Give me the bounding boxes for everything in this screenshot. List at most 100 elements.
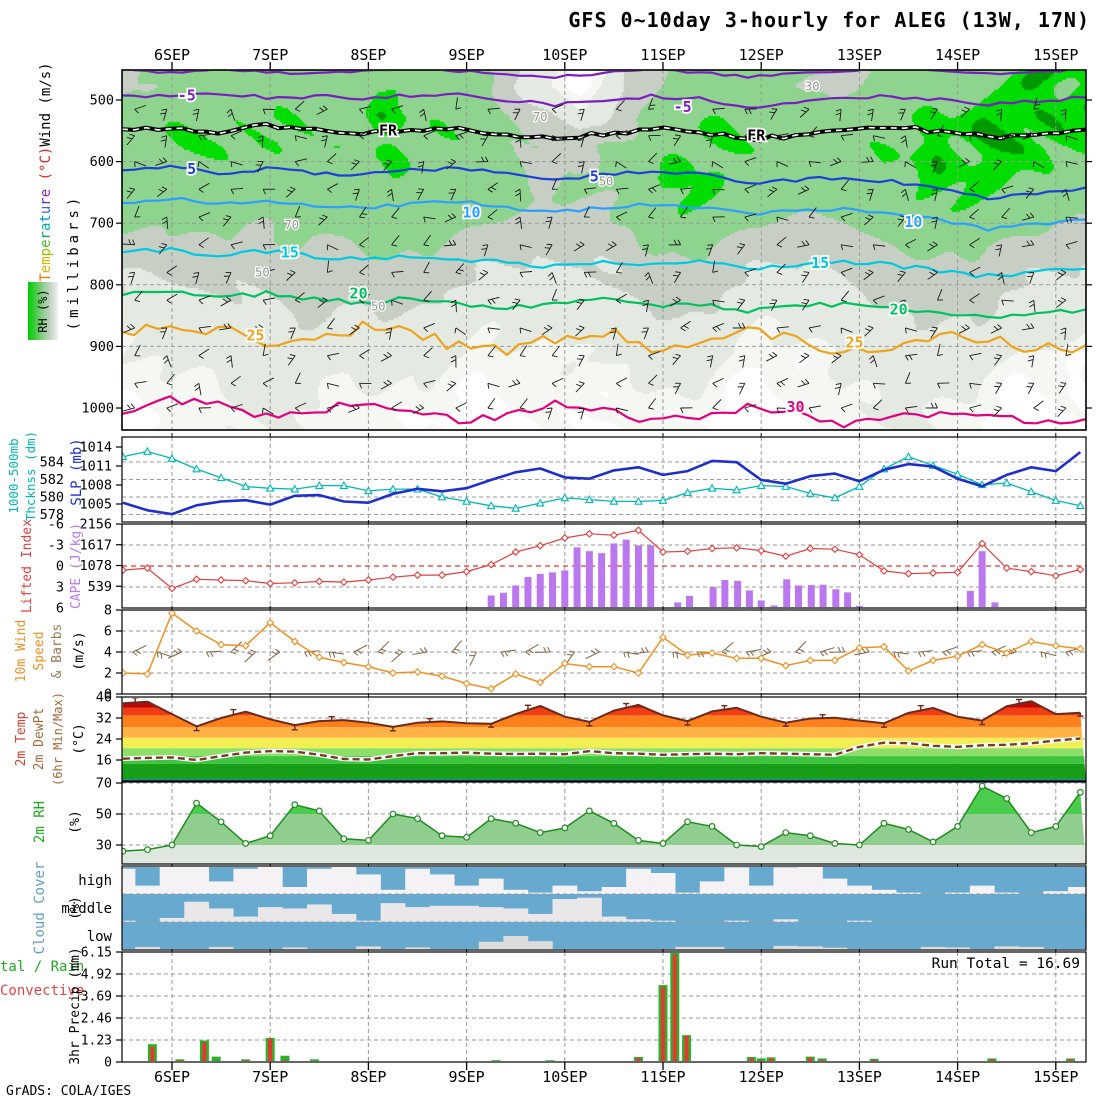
svg-text:1.23: 1.23 <box>81 1034 112 1049</box>
rh-legend-chip <box>28 282 58 340</box>
svg-text:11SEP: 11SEP <box>640 46 685 64</box>
page-title: GFS 0~10day 3-hourly for ALEG (13W, 17N) <box>568 8 1090 32</box>
grads-credit: GrADS: COLA/IGES <box>6 1084 132 1099</box>
svg-text:32: 32 <box>96 711 112 727</box>
temp2m-units: (°C) <box>72 723 87 755</box>
precip-legend-total: tal / Rain <box>0 959 85 975</box>
svg-text:5: 5 <box>187 160 196 178</box>
svg-text:584: 584 <box>40 455 64 471</box>
svg-text:6SEP: 6SEP <box>154 46 190 64</box>
svg-text:50: 50 <box>96 807 112 823</box>
svg-text:1011: 1011 <box>79 458 112 474</box>
svg-text:FR: FR <box>379 121 398 139</box>
svg-text:30: 30 <box>787 398 805 416</box>
svg-text:16: 16 <box>96 753 112 769</box>
svg-text:6: 6 <box>104 624 112 640</box>
svg-text:50: 50 <box>255 265 269 279</box>
svg-text:700: 700 <box>90 216 114 232</box>
svg-text:15: 15 <box>281 243 299 261</box>
lifted-index-label: Lifted Index <box>20 519 35 613</box>
svg-text:14SEP: 14SEP <box>935 46 980 64</box>
svg-text:800: 800 <box>90 277 114 293</box>
svg-text:14SEP: 14SEP <box>935 1068 980 1086</box>
svg-text:1005: 1005 <box>79 496 112 512</box>
svg-text:582: 582 <box>40 472 64 488</box>
svg-text:578: 578 <box>40 507 64 523</box>
svg-text:6.15: 6.15 <box>81 946 112 961</box>
svg-text:13SEP: 13SEP <box>837 1068 882 1086</box>
wind10m-label-2: Speed <box>32 631 47 671</box>
temperature-label: Temperature <box>38 188 54 282</box>
svg-text:-5: -5 <box>178 86 196 104</box>
svg-text:-6: -6 <box>48 517 64 533</box>
cape-label: CAPE (J/kg) <box>69 522 84 610</box>
svg-text:8SEP: 8SEP <box>350 1068 386 1086</box>
svg-text:580: 580 <box>40 490 64 506</box>
svg-text:9SEP: 9SEP <box>449 1068 485 1086</box>
svg-text:25: 25 <box>845 333 863 351</box>
svg-text:5: 5 <box>590 168 599 186</box>
svg-text:20: 20 <box>890 301 908 319</box>
degc-label: (°C) <box>38 146 54 189</box>
svg-text:9SEP: 9SEP <box>449 46 485 64</box>
svg-text:0: 0 <box>104 687 112 703</box>
svg-text:7SEP: 7SEP <box>252 1068 288 1086</box>
svg-text:2156: 2156 <box>79 517 112 533</box>
svg-text:6: 6 <box>56 601 64 617</box>
svg-text:13SEP: 13SEP <box>837 46 882 64</box>
svg-text:6SEP: 6SEP <box>154 1068 190 1086</box>
svg-text:2: 2 <box>104 666 112 682</box>
svg-text:0: 0 <box>104 1056 112 1071</box>
svg-text:3.69: 3.69 <box>81 990 112 1005</box>
svg-text:12SEP: 12SEP <box>739 1068 784 1086</box>
svg-text:10SEP: 10SEP <box>542 46 587 64</box>
svg-text:7SEP: 7SEP <box>252 46 288 64</box>
svg-text:70: 70 <box>533 110 547 124</box>
svg-text:1008: 1008 <box>79 477 112 493</box>
svg-text:2.46: 2.46 <box>81 1012 112 1027</box>
svg-text:4.92: 4.92 <box>81 968 112 983</box>
svg-text:-5: -5 <box>674 98 692 116</box>
temp2m-label-3: (6hr Min/Max) <box>51 692 65 786</box>
svg-text:1617: 1617 <box>79 537 112 553</box>
svg-text:539: 539 <box>88 579 112 595</box>
slp-label: SLP (mb) <box>69 438 85 506</box>
svg-text:25: 25 <box>246 327 264 345</box>
upper-axis-label: Temperature (°C)Wind (m/s) <box>37 52 55 292</box>
svg-text:1014: 1014 <box>79 440 112 456</box>
svg-text:500: 500 <box>90 93 114 109</box>
svg-text:70: 70 <box>285 218 299 232</box>
cloud-row-low: low <box>86 929 112 945</box>
svg-text:15SEP: 15SEP <box>1033 46 1078 64</box>
wind10m-label-1: 10m Wind <box>14 619 29 683</box>
svg-text:70: 70 <box>96 776 112 792</box>
svg-text:600: 600 <box>90 154 114 170</box>
svg-text:20: 20 <box>350 285 368 303</box>
svg-text:10SEP: 10SEP <box>542 1068 587 1086</box>
svg-text:10: 10 <box>904 213 922 231</box>
svg-text:1000: 1000 <box>81 401 114 417</box>
precip-axis-label: 3hr Precip (mm) <box>68 947 83 1065</box>
svg-text:0: 0 <box>56 559 64 575</box>
svg-text:3: 3 <box>56 580 64 596</box>
temp2m-label-1: 2m Temp <box>14 711 29 767</box>
cloud-row-high: high <box>78 873 112 889</box>
svg-text:FR: FR <box>747 126 766 144</box>
svg-text:4: 4 <box>104 645 112 661</box>
rh-legend-label: RH (%) <box>36 289 50 333</box>
svg-text:30: 30 <box>96 838 112 854</box>
wind-ms-label: Wind (m/s) <box>38 62 54 147</box>
svg-text:15: 15 <box>811 254 829 272</box>
rh2m-units: (%) <box>68 810 83 834</box>
svg-text:30: 30 <box>805 79 819 93</box>
cloud-row-middle: middle <box>61 901 112 917</box>
run-total: Run Total = 16.69 <box>931 956 1080 972</box>
svg-text:10: 10 <box>462 203 480 221</box>
svg-text:8SEP: 8SEP <box>350 46 386 64</box>
temp2m-label-2: 2m DewPt <box>32 707 47 771</box>
precip-legend-convective: Convective <box>0 983 85 999</box>
svg-text:1078: 1078 <box>79 558 112 574</box>
svg-text:24: 24 <box>96 732 112 748</box>
svg-text:11SEP: 11SEP <box>640 1068 685 1086</box>
